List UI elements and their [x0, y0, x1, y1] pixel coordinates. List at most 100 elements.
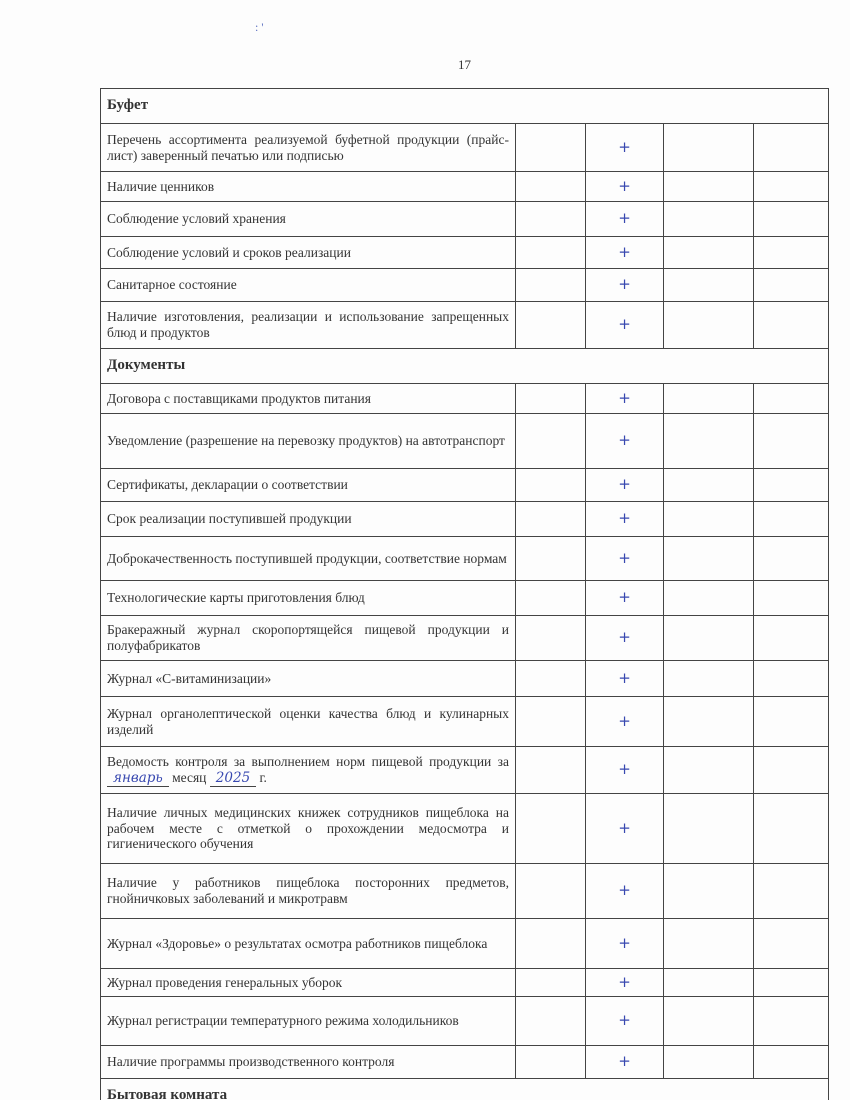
empty-cell: [515, 301, 586, 349]
check-mark: +: [585, 268, 664, 302]
empty-cell: [752, 1045, 830, 1079]
empty-cell: [663, 746, 754, 794]
empty-cell: [663, 171, 754, 202]
empty-cell: [663, 536, 754, 581]
criterion-label: Соблюдение условий хранения: [107, 211, 286, 227]
table-row: Журнал «Здоровье» о результатах осмотра …: [100, 918, 830, 969]
criterion-text: Уведомление (разрешение на перевозку про…: [100, 413, 516, 469]
page-number: 17: [458, 57, 471, 72]
table-row: Санитарное состояние +: [100, 268, 830, 302]
table-row: Сертификаты, декларации о соответствии +: [100, 468, 830, 502]
handwritten-month: январь: [107, 769, 169, 787]
table-row: Уведомление (разрешение на перевозку про…: [100, 413, 830, 469]
empty-cell: [515, 696, 586, 747]
empty-cell: [663, 918, 754, 969]
criterion-text: Наличие у работников пищеблока посторонн…: [100, 863, 516, 919]
criterion-text: Наличие изготовления, реализации и испол…: [100, 301, 516, 349]
section-header: Документы: [99, 348, 830, 384]
table-row: Срок реализации поступившей продукции +: [100, 501, 830, 537]
table-row: Наличие личных медицинских книжек сотруд…: [100, 793, 830, 864]
criterion-label: Санитарное состояние: [107, 277, 237, 293]
check-mark: +: [585, 968, 664, 997]
empty-cell: [752, 468, 830, 502]
empty-cell: [515, 580, 586, 616]
empty-cell: [663, 501, 754, 537]
empty-cell: [752, 383, 830, 414]
empty-cell: [515, 501, 586, 537]
empty-cell: [663, 413, 754, 469]
empty-cell: [752, 123, 830, 172]
criterion-label: Доброкачественность поступившей продукци…: [107, 550, 507, 566]
table-row: Договора с поставщиками продуктов питани…: [100, 383, 830, 414]
empty-cell: [663, 268, 754, 302]
criterion-label: Журнал регистрации температурного режима…: [107, 1013, 459, 1029]
empty-cell: [515, 793, 586, 864]
criterion-text: Договора с поставщиками продуктов питани…: [100, 383, 516, 414]
criterion-label: Соблюдение условий и сроков реализации: [107, 244, 351, 260]
criterion-label: Журнал «Здоровье» о результатах осмотра …: [107, 935, 488, 951]
criterion-label: Журнал органолептической оценки качества…: [107, 705, 509, 737]
table-row: Журнал «С-витаминизации» +: [100, 660, 830, 697]
check-mark: +: [585, 746, 664, 794]
section-header: Бытовая комната: [99, 1078, 830, 1100]
empty-cell: [752, 918, 830, 969]
empty-cell: [663, 468, 754, 502]
empty-cell: [752, 236, 830, 269]
check-mark: +: [585, 660, 664, 697]
check-mark: +: [585, 1045, 664, 1079]
table-row: Наличие ценников +: [100, 171, 830, 202]
table-row: Наличие у работников пищеблока посторонн…: [100, 863, 830, 919]
criterion-text: Санитарное состояние: [100, 268, 516, 302]
criterion-text: Перечень ассортимента реализуемой буфетн…: [100, 123, 516, 172]
inspection-table: Буфет Перечень ассортимента реализуемой б…: [99, 88, 830, 1100]
criterion-text: Соблюдение условий хранения: [100, 201, 516, 237]
empty-cell: [515, 746, 586, 794]
table-row: Журнал органолептической оценки качества…: [100, 696, 830, 747]
empty-cell: [515, 863, 586, 919]
check-mark: +: [585, 793, 664, 864]
empty-cell: [515, 171, 586, 202]
empty-cell: [515, 123, 586, 172]
criterion-label: Перечень ассортимента реализуемой буфетн…: [107, 131, 509, 163]
table-row: Соблюдение условий и сроков реализации +: [100, 236, 830, 269]
empty-cell: [752, 793, 830, 864]
empty-cell: [515, 468, 586, 502]
criterion-label: Наличие личных медицинских книжек сотруд…: [107, 805, 509, 852]
empty-cell: [752, 968, 830, 997]
criterion-text: Соблюдение условий и сроков реализации: [100, 236, 516, 269]
empty-cell: [515, 201, 586, 237]
empty-cell: [752, 536, 830, 581]
criterion-label: Бракеражный журнал скоропортящейся пищев…: [107, 622, 509, 653]
check-mark: +: [585, 580, 664, 616]
check-mark: +: [585, 501, 664, 537]
criterion-text: Журнал «Здоровье» о результатах осмотра …: [100, 918, 516, 969]
empty-cell: [663, 968, 754, 997]
handwritten-marks: : ': [255, 20, 264, 34]
criterion-label: Ведомость контроля за выполнением норм п…: [107, 753, 509, 769]
empty-cell: [663, 580, 754, 616]
empty-cell: [752, 501, 830, 537]
empty-cell: [663, 793, 754, 864]
criterion-text: Наличие личных медицинских книжек сотруд…: [100, 793, 516, 864]
criterion-label: Наличие программы производственного конт…: [107, 1054, 395, 1070]
criterion-label: Уведомление (разрешение на перевозку про…: [107, 433, 505, 449]
table-row: Бракеражный журнал скоропортящейся пищев…: [100, 615, 830, 661]
empty-cell: [515, 236, 586, 269]
table-row: Наличие программы производственного конт…: [100, 1045, 830, 1079]
check-mark: +: [585, 413, 664, 469]
check-mark: +: [585, 996, 664, 1046]
criterion-label: Срок реализации поступившей продукции: [107, 511, 352, 527]
empty-cell: [515, 615, 586, 661]
check-mark: +: [585, 236, 664, 269]
empty-cell: [515, 536, 586, 581]
handwritten-year: 2025: [209, 769, 257, 787]
empty-cell: [752, 580, 830, 616]
criterion-text: Доброкачественность поступившей продукци…: [100, 536, 516, 581]
empty-cell: [752, 696, 830, 747]
criterion-label: Журнал «С-витаминизации»: [107, 670, 272, 686]
criterion-label: Журнал проведения генеральных уборок: [107, 974, 343, 990]
criterion-text: Журнал органолептической оценки качества…: [100, 696, 516, 747]
section-title: Бытовая комната: [99, 1078, 830, 1100]
empty-cell: [515, 413, 586, 469]
